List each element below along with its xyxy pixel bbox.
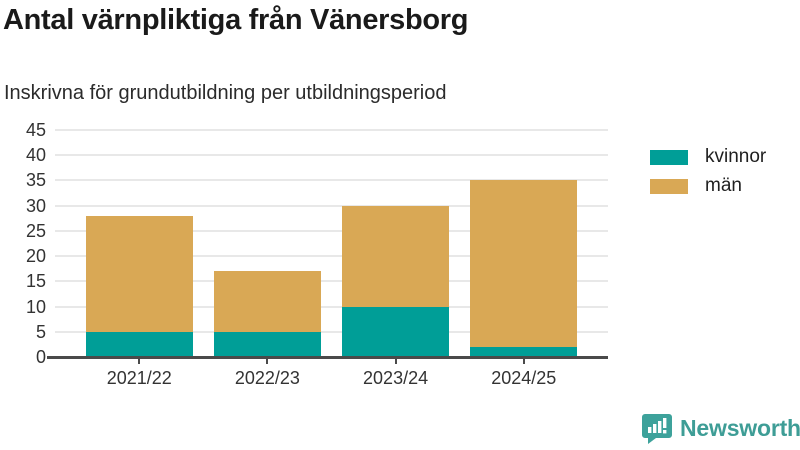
gridline-y-35 xyxy=(55,179,608,182)
x-axis-line xyxy=(47,356,608,359)
legend-swatch-män xyxy=(650,178,688,194)
gridline-y-5 xyxy=(55,330,608,333)
bar-segment-kvinnor-2021/22 xyxy=(85,331,193,357)
bar-segment-män-2022/23 xyxy=(213,271,321,332)
bar-segment-kvinnor-2023/24 xyxy=(342,306,450,357)
legend-swatch-kvinnor xyxy=(650,149,688,165)
legend-label-kvinnor: kvinnor xyxy=(705,146,767,167)
bar-segment-kvinnor-2022/23 xyxy=(213,331,321,357)
brand-name: Newsworthy xyxy=(680,414,800,441)
x-tick-label-2024/25: 2024/25 xyxy=(491,368,557,388)
gridline-y-10 xyxy=(55,305,608,308)
y-tick-label-15: 15 xyxy=(25,271,46,292)
chart-title: Antal värnpliktiga från Vänersborg xyxy=(3,4,469,36)
brand-footer: Newsworthy xyxy=(641,412,800,444)
legend: kvinnor män xyxy=(650,146,767,207)
gridline-y-40 xyxy=(55,154,608,157)
x-tick-label-2021/22: 2021/22 xyxy=(106,368,172,388)
x-tick-2021/22 xyxy=(138,358,141,364)
chart-subtitle: Inskrivna för grundutbildning per utbild… xyxy=(4,82,447,104)
y-tick-label-0: 0 xyxy=(35,347,46,367)
gridline-y-45 xyxy=(55,129,608,131)
bar-segment-kvinnor-2024/25 xyxy=(470,346,578,357)
x-tick-2024/25 xyxy=(522,358,525,364)
bar-segment-män-2021/22 xyxy=(85,215,193,332)
x-tick-2022/23 xyxy=(266,358,269,364)
legend-label-män: män xyxy=(705,175,742,196)
gridline-y-30 xyxy=(55,204,608,207)
legend-item-män: män xyxy=(650,175,766,196)
x-tick-2023/24 xyxy=(394,358,397,364)
x-tick-label-2022/23: 2022/23 xyxy=(234,368,300,388)
gridline-y-15 xyxy=(55,280,608,283)
x-tick-label-2023/24: 2023/24 xyxy=(363,368,429,388)
y-tick-label-35: 35 xyxy=(25,170,46,191)
y-tick-label-20: 20 xyxy=(25,246,46,267)
y-tick-label-40: 40 xyxy=(25,145,46,166)
gridline-y-25 xyxy=(55,229,608,232)
y-tick-label-25: 25 xyxy=(25,220,46,241)
y-tick-label-10: 10 xyxy=(25,296,46,317)
y-tick-label-30: 30 xyxy=(25,195,46,216)
y-tick-label-5: 5 xyxy=(35,321,46,342)
bar-segment-män-2024/25 xyxy=(470,180,578,347)
bar-segment-män-2023/24 xyxy=(342,205,450,307)
gridline-y-20 xyxy=(55,255,608,258)
legend-item-kvinnor: kvinnor xyxy=(650,146,767,167)
newsworthy-logo-icon xyxy=(642,414,672,444)
y-tick-label-45: 45 xyxy=(25,120,46,140)
